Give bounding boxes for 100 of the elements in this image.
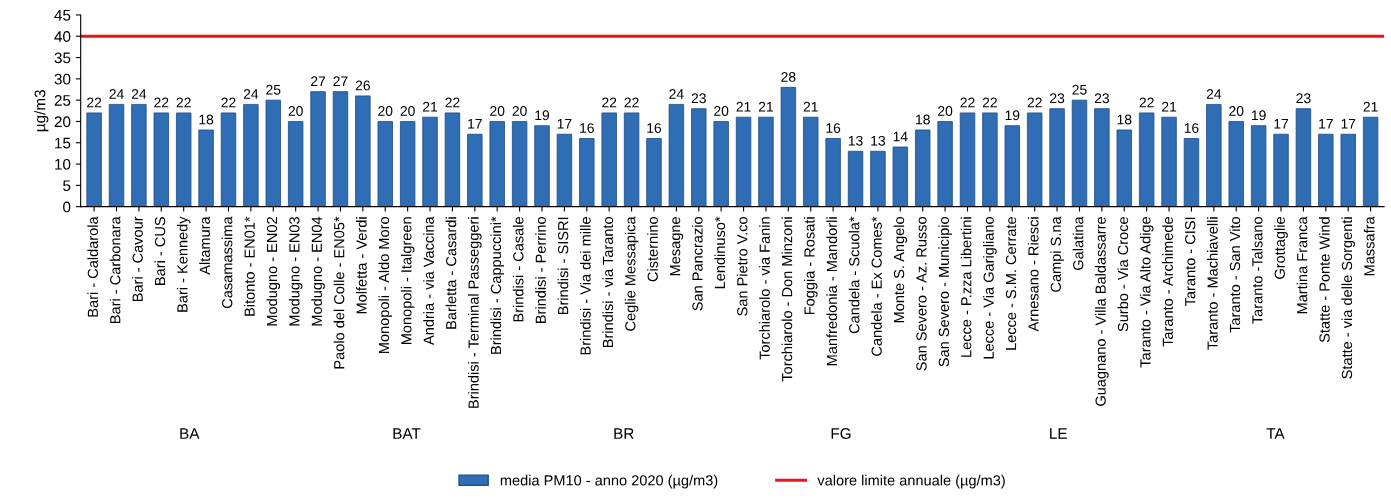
data-label: 22: [960, 97, 975, 108]
x-tick-label: Taranto - Archimede: [1162, 217, 1173, 347]
y-tick-label: 35: [54, 52, 71, 64]
y-tick-label: 0: [63, 201, 71, 213]
data-label: 25: [1072, 84, 1087, 95]
bar: [1094, 108, 1110, 207]
bar: [937, 121, 953, 207]
bar: [243, 103, 259, 207]
data-label: 18: [199, 114, 214, 125]
bar: [153, 112, 169, 207]
data-label: 26: [355, 80, 370, 91]
data-label: 22: [982, 97, 997, 108]
data-label: 23: [1050, 93, 1065, 104]
data-label: 16: [826, 123, 841, 133]
bar: [1161, 116, 1177, 207]
bar: [668, 103, 685, 207]
data-label: 21: [736, 101, 751, 112]
data-label: 20: [490, 106, 505, 116]
data-label: 16: [1184, 123, 1199, 133]
bar: [892, 146, 909, 207]
bar: [1340, 133, 1356, 207]
data-label: 22: [221, 97, 236, 108]
data-label: 20: [400, 106, 415, 116]
data-label: 22: [87, 97, 102, 108]
x-tick-label: Taranto - CISI: [1185, 217, 1196, 307]
data-label: 22: [154, 97, 169, 108]
text: LE: [1050, 428, 1067, 439]
text: FG: [831, 428, 851, 439]
bar: [332, 91, 349, 207]
data-label: 27: [311, 76, 326, 86]
x-tick-label: Molfetta - Verdi: [356, 217, 367, 314]
bar: [287, 121, 304, 207]
data-label: 24: [243, 89, 259, 99]
x-tick-label: Lecce - P.zza Libertini: [960, 217, 972, 357]
data-label: 24: [109, 89, 124, 99]
bar: [780, 86, 797, 207]
x-tick-label: Statte - via delle Sorgenti: [1341, 217, 1356, 379]
data-label: 17: [1274, 119, 1289, 129]
bar: [1049, 108, 1065, 207]
x-tick-label: Galatina: [1072, 216, 1084, 270]
data-label: 24: [669, 89, 684, 99]
x-tick-label: Surbo - Via Croce: [1117, 217, 1129, 332]
x-tick-label: San Severo - Municipio: [938, 217, 952, 367]
bar: [601, 112, 617, 207]
bar: [399, 121, 416, 207]
bar: [1228, 121, 1244, 207]
y-tick-label: 45: [54, 9, 71, 21]
bar: [310, 91, 326, 207]
data-label: 21: [803, 101, 818, 112]
bar: [1273, 133, 1289, 207]
x-tick-label: Guagnano - Villa Baldassarre: [1095, 217, 1109, 406]
x-tick-label: Foggia - Rosati: [803, 217, 818, 315]
bar: [489, 121, 505, 207]
x-tick-label: Monopoli - Aldo Moro: [378, 216, 393, 353]
y-tick-label: 15: [55, 137, 71, 149]
x-tick-label: Brindisi - Cappuccini*: [490, 216, 505, 354]
bar: [825, 138, 841, 207]
data-label: 24: [1206, 89, 1222, 99]
data-label: 17: [1319, 119, 1333, 129]
x-tick-label: Bari - Carbonara: [109, 216, 121, 323]
x-tick-label: Martina Franca: [1296, 216, 1308, 314]
bar: [556, 133, 573, 207]
data-label: 20: [938, 106, 953, 116]
x-tick-label: Brindisi - via Taranto: [602, 217, 614, 348]
x-tick-label: Lecce - Via Garigliano: [983, 217, 997, 359]
bar: [355, 95, 371, 207]
x-tick-label: Statte - Ponte Wind: [1319, 217, 1330, 343]
x-tick-label: Cisternino: [647, 217, 658, 282]
bar: [86, 112, 102, 207]
bar: [758, 116, 774, 207]
data-label: 16: [647, 123, 662, 133]
y-tick-label: 25: [54, 95, 71, 106]
x-tick-label: Candela - Scuola*: [848, 216, 860, 334]
data-label: 19: [1005, 110, 1020, 121]
x-tick-label: Modugno - EN04: [311, 216, 325, 326]
x-tick-label: Casamassima: [221, 216, 233, 309]
data-label: 22: [1139, 97, 1154, 108]
x-tick-label: Andria - via Vaccina: [423, 216, 434, 345]
bar: [1295, 108, 1312, 207]
x-tick-label: San Pancrazio: [691, 217, 703, 311]
bar: [1026, 112, 1043, 207]
data-label: 20: [714, 106, 729, 116]
x-tick-label: Candela - Ex Comes*: [871, 216, 882, 356]
bar: [176, 112, 192, 207]
bar: [1071, 99, 1088, 207]
y-tick-label: 30: [54, 73, 71, 85]
x-tick-label: Bari - Caldarola: [87, 216, 99, 317]
y-tick-label: 10: [55, 158, 71, 170]
bar: [1206, 103, 1222, 207]
bar: [377, 121, 393, 207]
data-label: 18: [916, 114, 930, 125]
x-tick-label: Taranto -Talsano: [1251, 216, 1263, 324]
x-tick-label: Campi S.na: [1050, 216, 1064, 292]
data-label: 21: [423, 101, 438, 112]
bar: [982, 112, 998, 207]
data-label: 17: [1341, 119, 1356, 129]
x-tick-label: Taranto - San Vito: [1229, 217, 1241, 333]
bar: [1250, 125, 1267, 207]
y-tick-label: 20: [54, 116, 71, 128]
data-label: 20: [378, 106, 393, 116]
